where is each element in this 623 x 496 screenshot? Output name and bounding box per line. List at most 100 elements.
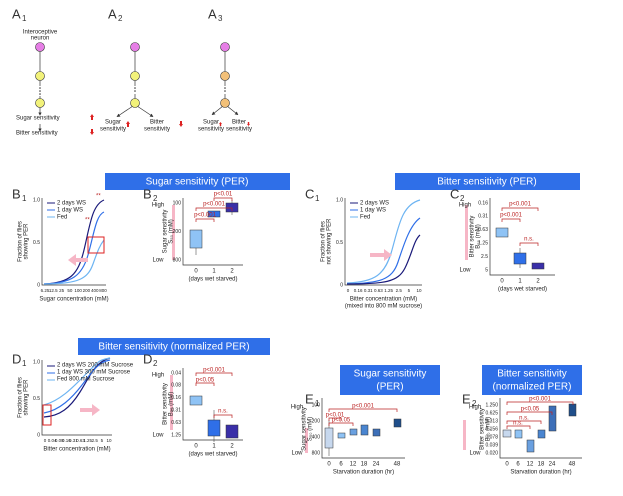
- x-tick-label: 2: [536, 279, 540, 285]
- x-tick-label: 0: [327, 462, 331, 468]
- panel-sub: 2: [153, 359, 158, 368]
- x-tick-label: 0: [500, 279, 504, 285]
- x-tick-label: 0: [44, 438, 47, 443]
- x-axis-label: (mixed into 800 mM sucrose): [345, 304, 422, 310]
- p-value: n.s.: [218, 409, 228, 415]
- legend-label: 1 day WS 300 mM Sucrose: [57, 370, 131, 376]
- x-tick-label: 24: [373, 462, 380, 468]
- p-value: n.s.: [513, 421, 523, 427]
- x-tick-label: 0.08: [55, 438, 64, 443]
- panel-letter: B: [12, 186, 21, 201]
- x-axis-label: Starvation duration (hr): [510, 470, 571, 476]
- p-value: p<0.05: [521, 407, 540, 413]
- y-tick-label: 1.0: [33, 359, 40, 365]
- panel-letter: A: [108, 6, 117, 21]
- panel-letter: B: [143, 186, 152, 201]
- sugar-label: Sugar: [105, 120, 121, 126]
- panel-sub: 2: [472, 399, 477, 408]
- x-tick-label: 12: [527, 462, 534, 468]
- panel-sub: 1: [315, 194, 320, 203]
- p-value: p<0.05: [332, 418, 351, 424]
- panel-letter: E: [462, 391, 471, 406]
- y-axis-label: showing PER: [24, 379, 30, 416]
- panel-sub: 2: [153, 194, 158, 203]
- y-tick-label: 0.625: [485, 410, 498, 416]
- bitter-label: Bitter: [232, 120, 246, 126]
- p-value: p<0.01: [214, 192, 233, 198]
- neuron-label: neuron: [31, 36, 50, 42]
- y-tick-label: 0: [37, 282, 40, 288]
- x-tick-label: 5: [101, 438, 104, 443]
- legend-label: 2 days WS 200 mM Sucrose: [57, 363, 134, 369]
- y-tick-label: 2.5: [481, 254, 488, 260]
- axis-end-label: High: [152, 203, 164, 209]
- panel-letter: C: [305, 186, 314, 201]
- section-header: (normalized PER): [493, 382, 572, 393]
- section-header: Bitter sensitivity (normalized PER): [98, 342, 249, 353]
- y-tick-label: 0.5: [33, 240, 40, 246]
- panel-letter: A: [12, 6, 21, 21]
- panel-sub: 1: [315, 399, 320, 408]
- p-value: n.s.: [524, 237, 534, 243]
- y-tick-label: 0.313: [485, 418, 498, 424]
- axis-end-label: Low: [152, 433, 164, 439]
- panel-sub: 1: [22, 359, 27, 368]
- p-value: p<0.001: [352, 404, 375, 410]
- x-axis-label: Bitter concentration (mM): [350, 297, 417, 303]
- x-tick-label: 6: [516, 462, 520, 468]
- x-tick-label: 10: [106, 438, 112, 443]
- x-tick-label: 6: [339, 462, 343, 468]
- x-tick-label: 48: [569, 462, 576, 468]
- y-tick-label: 0.078: [485, 434, 498, 440]
- legend-label: Fed 800 mM Sucrose: [57, 377, 115, 383]
- legend-label: 2 days WS: [360, 201, 389, 207]
- panel-letter: D: [12, 351, 21, 366]
- axis-end-label: High: [152, 373, 164, 379]
- x-tick-label: 1: [518, 279, 522, 285]
- x-tick-label: 1.25: [83, 438, 92, 443]
- legend-label: Fed: [360, 215, 370, 221]
- y-axis-label: B₅₀ (mM): [476, 224, 482, 249]
- p-value: p<0.001: [194, 213, 217, 219]
- x-tick-label: 2: [230, 444, 234, 450]
- y-axis-label: Sugar sensitivity: [302, 407, 308, 451]
- x-tick-label: 25: [59, 288, 65, 293]
- y-tick-label: 0.31: [478, 214, 488, 220]
- bitter-label: Bitter sensitivity: [16, 131, 58, 137]
- y-axis-label: B₅₀ (mM): [486, 417, 492, 442]
- section-header: Sugar sensitivity (PER): [146, 177, 249, 188]
- sugar-label: sensitivity: [198, 127, 224, 133]
- y-tick-label: 100: [173, 200, 182, 206]
- y-tick-label: 0: [340, 282, 343, 288]
- y-tick-label: 1.25: [478, 241, 488, 247]
- axis-end-label: Low: [459, 268, 471, 274]
- y-axis-label: Fraction of flies: [18, 377, 24, 418]
- bitter-label: sensitivity: [226, 127, 252, 133]
- figure-art: [35, 42, 582, 459]
- x-tick-label: 2: [230, 269, 234, 275]
- panel-letter: D: [143, 351, 152, 366]
- p-value: p<0.01: [326, 413, 345, 419]
- y-tick-label: 1.0: [33, 197, 40, 203]
- panel-letter: A: [208, 6, 217, 21]
- y-axis-label: Fraction of flies: [18, 221, 24, 262]
- y-axis-label: showing PER: [24, 223, 30, 260]
- p-value: n.s.: [519, 416, 529, 422]
- y-axis-label: Fraction of flies: [321, 221, 327, 262]
- x-axis-label: (days wet starved): [498, 287, 547, 293]
- p-value: p<0.001: [203, 368, 226, 374]
- x-tick-label: 0.16: [62, 438, 71, 443]
- y-tick-label: 800: [173, 257, 182, 263]
- x-tick-label: 2.5: [92, 438, 99, 443]
- x-tick-label: 0.31: [69, 438, 78, 443]
- axis-end-label: High: [291, 405, 303, 411]
- y-axis-label: S₅₀ (mM): [308, 417, 314, 442]
- y-axis-label: S₅₀ (mM): [169, 219, 175, 244]
- x-tick-label: 0.63: [374, 288, 383, 293]
- x-tick-label: 18: [361, 462, 368, 468]
- panel-letter: C: [450, 186, 459, 201]
- axis-end-label: Low: [469, 451, 481, 457]
- x-tick-label: 24: [549, 462, 556, 468]
- sugar-label: Sugar: [203, 120, 219, 126]
